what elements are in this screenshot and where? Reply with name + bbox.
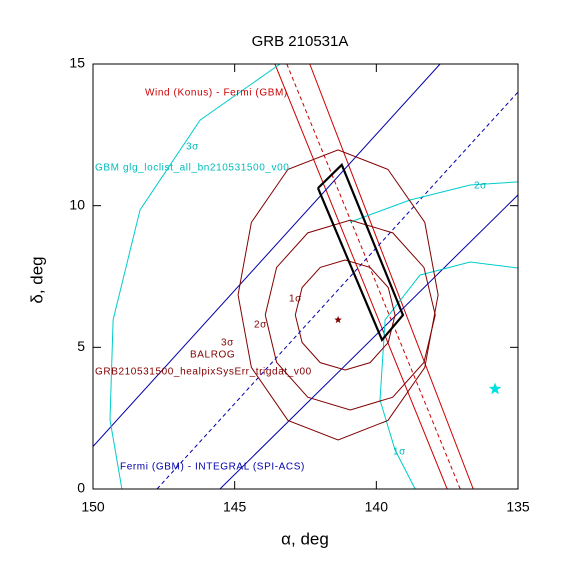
annotation: Fermi (GBM) - INTEGRAL (SPI-ACS) xyxy=(120,462,305,473)
x-axis-label: α, deg xyxy=(281,529,329,548)
annotation: 2σ xyxy=(474,181,487,192)
annotation: 3σ xyxy=(221,338,234,349)
x-tick-label: 145 xyxy=(223,499,247,515)
star-marker xyxy=(334,315,342,324)
contour-line xyxy=(316,162,405,343)
contour-line xyxy=(93,64,441,447)
contour-line xyxy=(219,194,518,489)
y-axis-label: δ, deg xyxy=(27,256,46,303)
plot-frame xyxy=(92,63,519,490)
contour-line xyxy=(349,181,518,223)
contour-line xyxy=(264,219,436,411)
x-tick-label: 135 xyxy=(506,499,530,515)
chart-title: GRB 210531A xyxy=(252,33,349,50)
annotation: BALROG xyxy=(190,350,235,361)
y-tick-label: 15 xyxy=(69,55,85,71)
x-tick-label: 150 xyxy=(81,499,105,515)
annotation: 1σ xyxy=(393,447,406,458)
annotation: 2σ xyxy=(254,320,267,331)
contour-line xyxy=(294,259,396,371)
contour-line xyxy=(309,64,474,489)
contour-line xyxy=(109,64,281,489)
annotation: GBM glg_loclist_all_bn210531500_v00 xyxy=(95,163,289,174)
y-tick-label: 0 xyxy=(77,480,85,496)
annotation: 1σ xyxy=(289,294,302,305)
y-tick-label: 5 xyxy=(77,338,85,354)
plot-area xyxy=(93,64,518,489)
annotation: 3σ xyxy=(186,142,199,153)
x-tick-label: 140 xyxy=(365,499,389,515)
contour-line xyxy=(237,149,439,441)
contour-line xyxy=(286,64,461,489)
contour-line xyxy=(156,91,518,489)
contour-line xyxy=(379,261,518,489)
annotation: Wind (Konus) - Fermi (GBM) xyxy=(145,88,288,99)
contour-line xyxy=(274,64,448,489)
annotation: GRB210531500_healpixSysErr_trigdat_v00 xyxy=(95,367,312,378)
y-tick-label: 10 xyxy=(69,196,85,212)
star-marker xyxy=(488,382,502,395)
